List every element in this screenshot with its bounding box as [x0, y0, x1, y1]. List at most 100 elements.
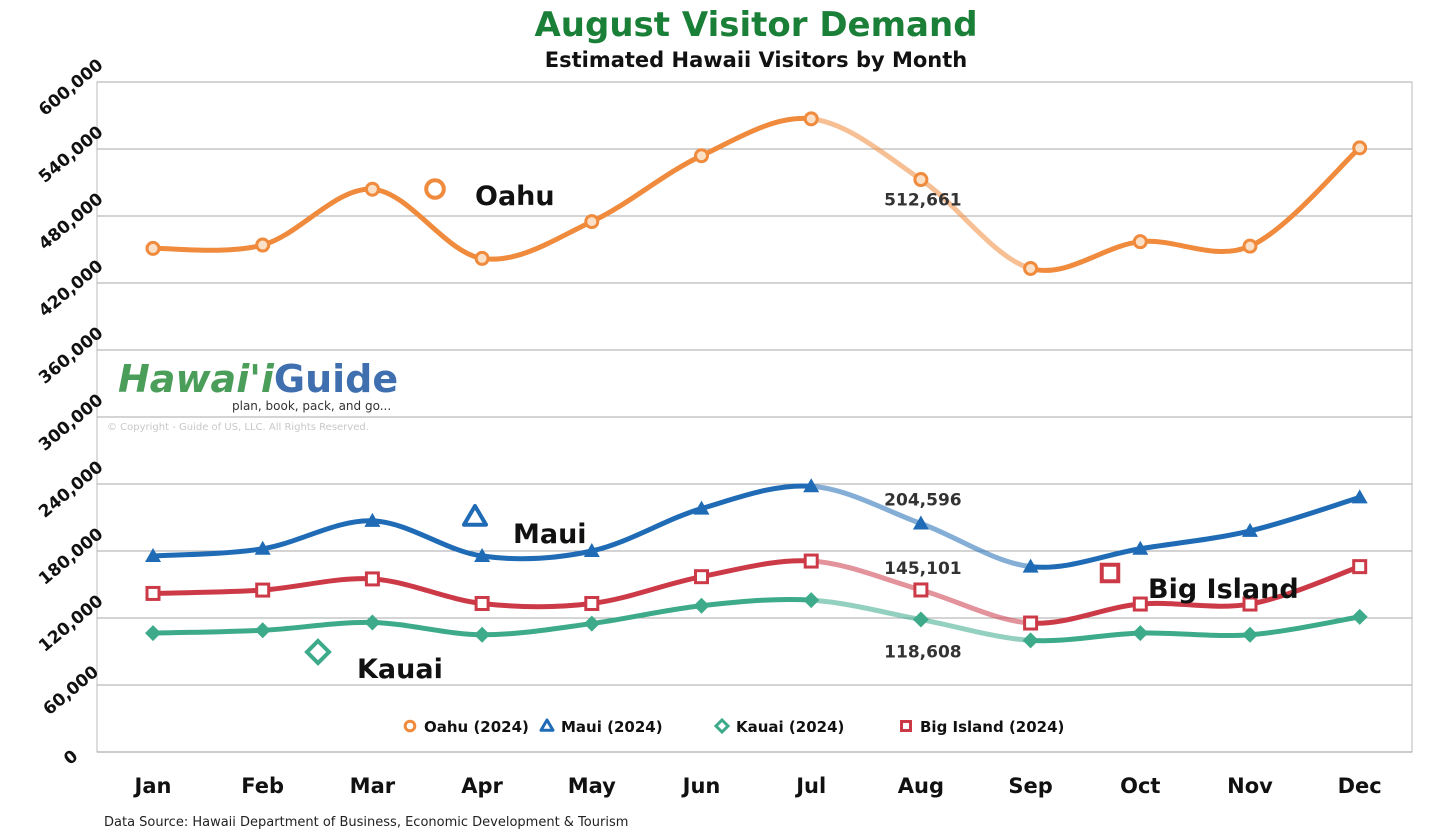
series-line-segment — [150, 587, 266, 596]
series-line-segment — [699, 596, 814, 609]
series-line-segment — [808, 483, 924, 527]
series-line-segment — [918, 617, 1034, 643]
legend-entry: Oahu (2024) — [424, 718, 529, 736]
logo-text-left: Hawai'i — [118, 357, 275, 401]
data-point — [694, 148, 709, 164]
series-line-segment — [150, 546, 266, 559]
data-point — [254, 540, 271, 555]
series-line-segment — [369, 576, 485, 606]
series-line-segment — [479, 219, 595, 262]
series-line-segment — [369, 186, 485, 261]
data-point — [1351, 489, 1368, 504]
series-annotation: Maui — [513, 519, 587, 550]
series-annotation: Oahu — [475, 181, 555, 212]
data-point — [584, 214, 600, 230]
data-point — [1351, 608, 1368, 625]
series-lines — [145, 111, 1368, 649]
legend: Oahu (2024) Maui (2024) Kauai (2024) Big Is… — [403, 717, 1064, 736]
series-line-segment — [1137, 528, 1253, 552]
series-line-segment — [150, 242, 266, 253]
data-point — [1022, 632, 1039, 649]
aug-data-label: 118,608 — [884, 643, 961, 663]
series-line-segment — [260, 576, 375, 593]
data-point — [1242, 238, 1258, 254]
x-tick-label: Jan — [133, 774, 172, 798]
chart-title: August Visitor Demand — [534, 5, 977, 45]
data-point — [145, 240, 161, 256]
series-line-segment — [479, 548, 595, 562]
series-line-segment — [260, 518, 375, 552]
y-tick-label: 60,000 — [40, 662, 103, 720]
data-point — [583, 543, 600, 557]
hawaii-guide-logo: Hawai'iGuide plan, book, pack, and go...… — [107, 357, 398, 433]
series-line-segment — [808, 558, 924, 593]
series-line-segment — [699, 483, 814, 512]
series-line-segment — [150, 627, 266, 636]
series-line-segment — [589, 574, 704, 606]
chart-subtitle: Estimated Hawaii Visitors by Month — [545, 48, 968, 72]
series-line-segment — [369, 619, 485, 638]
data-point — [1023, 260, 1039, 276]
series-line-segment — [1028, 239, 1143, 273]
logo-text-right: Guide — [274, 357, 398, 401]
series-line-segment — [808, 116, 924, 183]
data-point — [1242, 626, 1258, 643]
data-point — [254, 622, 271, 639]
data-point — [1023, 615, 1039, 631]
data-point — [364, 614, 381, 631]
series-line-segment — [1247, 614, 1363, 638]
series-line-segment — [699, 115, 814, 159]
data-point — [913, 172, 929, 188]
circle-marker — [403, 719, 417, 733]
legend-entry: Kauai (2024) — [736, 718, 844, 736]
data-point — [803, 111, 819, 127]
data-point — [1132, 540, 1149, 555]
x-tick-label: Nov — [1227, 774, 1273, 798]
data-point — [1132, 234, 1148, 250]
data-point — [1242, 522, 1258, 537]
data-point — [584, 595, 600, 611]
series-line-segment — [589, 603, 704, 627]
data-point — [364, 571, 380, 587]
series-line-segment — [699, 558, 814, 580]
data-point — [474, 250, 490, 266]
legend-entry: Maui (2024) — [561, 718, 663, 736]
square-marker — [900, 720, 912, 732]
data-point — [694, 569, 709, 585]
data-point — [1132, 625, 1149, 642]
data-point — [1352, 559, 1368, 575]
y-tick-label: 0 — [60, 746, 82, 769]
x-tick-label: Dec — [1338, 774, 1382, 798]
diamond-marker — [304, 638, 332, 666]
series-annotation: Big Island — [1148, 574, 1299, 605]
data-point — [145, 548, 161, 563]
series-line-segment — [369, 518, 485, 559]
series-line-segment — [1028, 630, 1143, 644]
series-line-segment — [1247, 494, 1363, 534]
data-point — [474, 626, 491, 643]
triangle-marker — [539, 718, 555, 732]
data-point — [364, 181, 380, 197]
x-tick-label: Oct — [1120, 774, 1160, 798]
data-point — [145, 625, 161, 642]
logo-wordmark: Hawai'iGuide — [118, 357, 398, 401]
data-point — [255, 237, 271, 253]
series-line-segment — [589, 506, 704, 554]
data-point — [1242, 596, 1258, 612]
data-point — [803, 478, 820, 493]
triangle-marker — [462, 504, 488, 527]
x-tick-label: May — [568, 774, 616, 798]
legend-entry: Big Island (2024) — [920, 718, 1064, 736]
x-tick-label: Jul — [794, 774, 826, 798]
x-tick-label: Apr — [461, 774, 503, 798]
square-marker — [1099, 562, 1121, 584]
logo-tagline: plan, book, pack, and go... — [232, 399, 391, 413]
circle-marker — [424, 178, 446, 200]
series-line-segment — [1137, 238, 1253, 254]
series-line-segment — [808, 597, 924, 623]
data-point — [474, 548, 491, 563]
data-point — [803, 553, 819, 569]
data-point — [1022, 558, 1039, 573]
aug-data-label: 512,661 — [884, 191, 961, 211]
